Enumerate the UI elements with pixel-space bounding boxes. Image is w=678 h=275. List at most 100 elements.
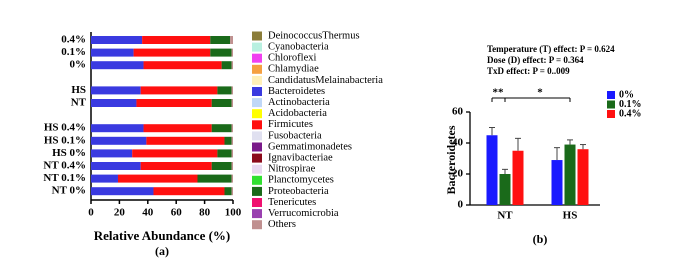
legend-swatch: [607, 110, 615, 118]
bar-segment: [217, 86, 232, 95]
y-tick-label: NT 0.1%: [43, 172, 86, 184]
legend-label: Acidobacteria: [268, 108, 327, 119]
x-tick-label: 0: [88, 207, 94, 219]
bar-segment: [211, 162, 232, 170]
bar-segment: [140, 86, 218, 95]
y-tick-label: HS 0%: [52, 147, 86, 159]
bar-segment: [91, 86, 141, 95]
legend-swatch: [252, 87, 262, 96]
bar: [564, 144, 576, 205]
legend-swatch: [252, 220, 262, 230]
annotation: TxD effect: P = 0..009: [487, 66, 570, 76]
error-bar: [502, 168, 508, 174]
bar-segment: [224, 187, 232, 196]
bar-segment: [91, 36, 143, 44]
legend-label: Firmicutes: [268, 119, 313, 130]
bar-segment: [231, 61, 233, 70]
legend-swatch: [252, 142, 262, 152]
bar-segment: [143, 61, 222, 70]
bar-segment: [231, 99, 233, 107]
bar-segment: [231, 162, 233, 170]
bar-segment: [143, 124, 212, 133]
legend-label: Gemmatimonadetes: [268, 141, 352, 152]
annotation: *: [537, 87, 543, 99]
y-tick-label: 40: [452, 137, 464, 149]
legend-label: Nitrospirae: [268, 164, 316, 175]
legend-label: Chloroflexi: [268, 53, 316, 64]
bar-segment: [230, 36, 233, 44]
x-tick-label: 100: [225, 207, 242, 219]
legend-label: Ignavibacteriae: [268, 153, 333, 164]
y-tick-label: NT 0%: [52, 185, 86, 197]
legend-swatch: [607, 91, 615, 99]
legend-swatch: [252, 209, 262, 219]
legend-swatch: [252, 53, 262, 63]
y-tick-label: HS: [71, 84, 86, 96]
bar-segment: [91, 99, 137, 107]
legend-label: 0.1%: [619, 99, 642, 110]
legend-swatch: [252, 98, 262, 108]
legend-swatch: [252, 186, 262, 196]
error-bar: [515, 137, 521, 151]
error-bar: [554, 147, 560, 161]
x-tick-label: HS: [563, 210, 578, 222]
legend-label: Chlamydiae: [268, 64, 319, 75]
bar-segment: [91, 187, 154, 196]
legend-label: Cyanobacteria: [268, 42, 329, 53]
bar: [486, 135, 498, 205]
bar-segment: [153, 187, 225, 196]
legend-swatch: [607, 100, 615, 109]
y-tick-label: 20: [452, 168, 464, 180]
legend-label: Actinobacteria: [268, 97, 330, 108]
bar-segment: [117, 174, 198, 183]
legend-label: DeinococcusThermus: [268, 30, 360, 41]
bar-segment: [221, 61, 232, 70]
y-tick-label: 0: [458, 199, 464, 211]
legend-label: Bacteroidetes: [268, 86, 325, 97]
bar-segment: [91, 136, 147, 145]
caption: (a): [155, 244, 169, 258]
legend-label: 0.4%: [619, 108, 642, 119]
bar-segment: [142, 36, 211, 44]
error-bar: [489, 127, 495, 136]
y-tick-label: 0.1%: [61, 46, 86, 58]
bar-segment: [231, 149, 233, 158]
x-axis-label: Relative Abundance (%): [94, 228, 231, 243]
bar-segment: [231, 124, 233, 133]
x-tick-label: 20: [114, 207, 126, 219]
bar-segment: [224, 136, 232, 145]
legend-swatch: [252, 109, 262, 119]
legend-label: Proteobacteria: [268, 186, 329, 197]
bar-segment: [91, 149, 133, 158]
bar-segment: [91, 48, 134, 57]
bar-segment: [217, 149, 232, 158]
error-bar: [567, 139, 573, 145]
legend-label: Planctomycetes: [268, 175, 334, 186]
legend-swatch: [252, 75, 262, 85]
bar-segment: [231, 86, 233, 95]
bar-segment: [197, 174, 232, 183]
bar-segment: [91, 124, 144, 133]
bar-segment: [91, 61, 144, 70]
legend-label: Tenericutes: [268, 197, 316, 208]
y-tick-label: HS 0.4%: [44, 122, 86, 134]
bar: [512, 150, 524, 205]
x-tick-label: NT: [497, 210, 513, 222]
legend-swatch: [252, 198, 262, 207]
legend-label: Others: [268, 219, 296, 230]
legend-swatch: [252, 120, 262, 130]
bar: [577, 149, 589, 205]
legend-swatch: [252, 31, 262, 41]
legend-label: Fusobacteria: [268, 130, 322, 141]
x-tick-label: 60: [171, 207, 183, 219]
legend-swatch: [252, 153, 262, 163]
y-tick-label: 0.4%: [61, 34, 86, 46]
y-tick-label: HS 0.1%: [44, 134, 86, 146]
bar-segment: [140, 162, 212, 170]
bar-segment: [211, 124, 232, 133]
bar-segment: [231, 48, 233, 57]
legend-swatch: [252, 164, 262, 174]
x-tick-label: 80: [199, 207, 211, 219]
legend-label: 0%: [619, 89, 634, 100]
